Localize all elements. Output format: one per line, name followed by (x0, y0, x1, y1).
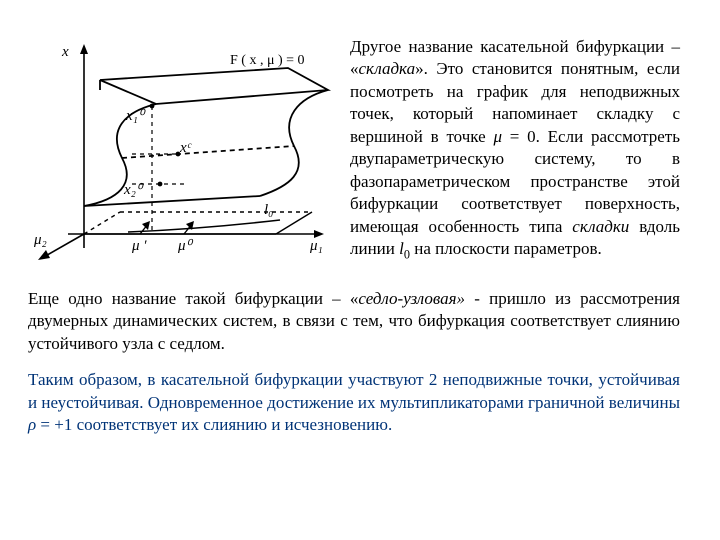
p3-a: Таким образом, в касательной бифуркации … (28, 370, 680, 411)
p1-skladka: складка (359, 59, 416, 78)
label-x1: x₁⁰ (125, 108, 146, 124)
bifurcation-figure: x F ( x , μ ) = 0 x₁⁰ xᶜ x₂⁰ μ₂ μ ′ μ⁰ l… (28, 34, 336, 266)
label-l0: l₀ (264, 202, 273, 218)
p2-a: Еще одно название такой бифуркации – « (28, 289, 358, 308)
paragraph-3: Таким образом, в касательной бифуркации … (28, 369, 680, 436)
fold-diagram-svg: x F ( x , μ ) = 0 x₁⁰ xᶜ x₂⁰ μ₂ μ ′ μ⁰ l… (28, 34, 336, 266)
lower-paragraphs: Еще одно название такой бифуркации – «се… (28, 288, 680, 437)
p3-rho: ρ (28, 415, 36, 434)
top-row: x F ( x , μ ) = 0 x₁⁰ xᶜ x₂⁰ μ₂ μ ′ μ⁰ l… (28, 34, 680, 266)
page: x F ( x , μ ) = 0 x₁⁰ xᶜ x₂⁰ μ₂ μ ′ μ⁰ l… (0, 0, 720, 540)
label-mu2: μ₂ (33, 232, 47, 248)
label-x-axis: x (61, 44, 69, 60)
paragraph-2: Еще одно название такой бифуркации – «се… (28, 288, 680, 355)
paragraph-1: Другое название касательной бифуркации –… (350, 34, 680, 262)
p3-b: = +1 соответствует их слиянию и исчезнов… (36, 415, 392, 434)
label-xc: xᶜ (179, 140, 192, 156)
label-mu-prime: μ ′ (131, 238, 147, 254)
label-mu0: μ⁰ (177, 238, 194, 254)
label-x2: x₂⁰ (123, 182, 144, 198)
p1-skladki: складки (572, 217, 629, 236)
label-surface-eq: F ( x , μ ) = 0 (230, 53, 305, 68)
p2-sedlo: седло-узловая» (358, 289, 465, 308)
p1-e: на плоскости параметров. (410, 239, 602, 258)
label-mu1: μ₁ (309, 238, 323, 254)
p1-mu: μ (493, 127, 502, 146)
